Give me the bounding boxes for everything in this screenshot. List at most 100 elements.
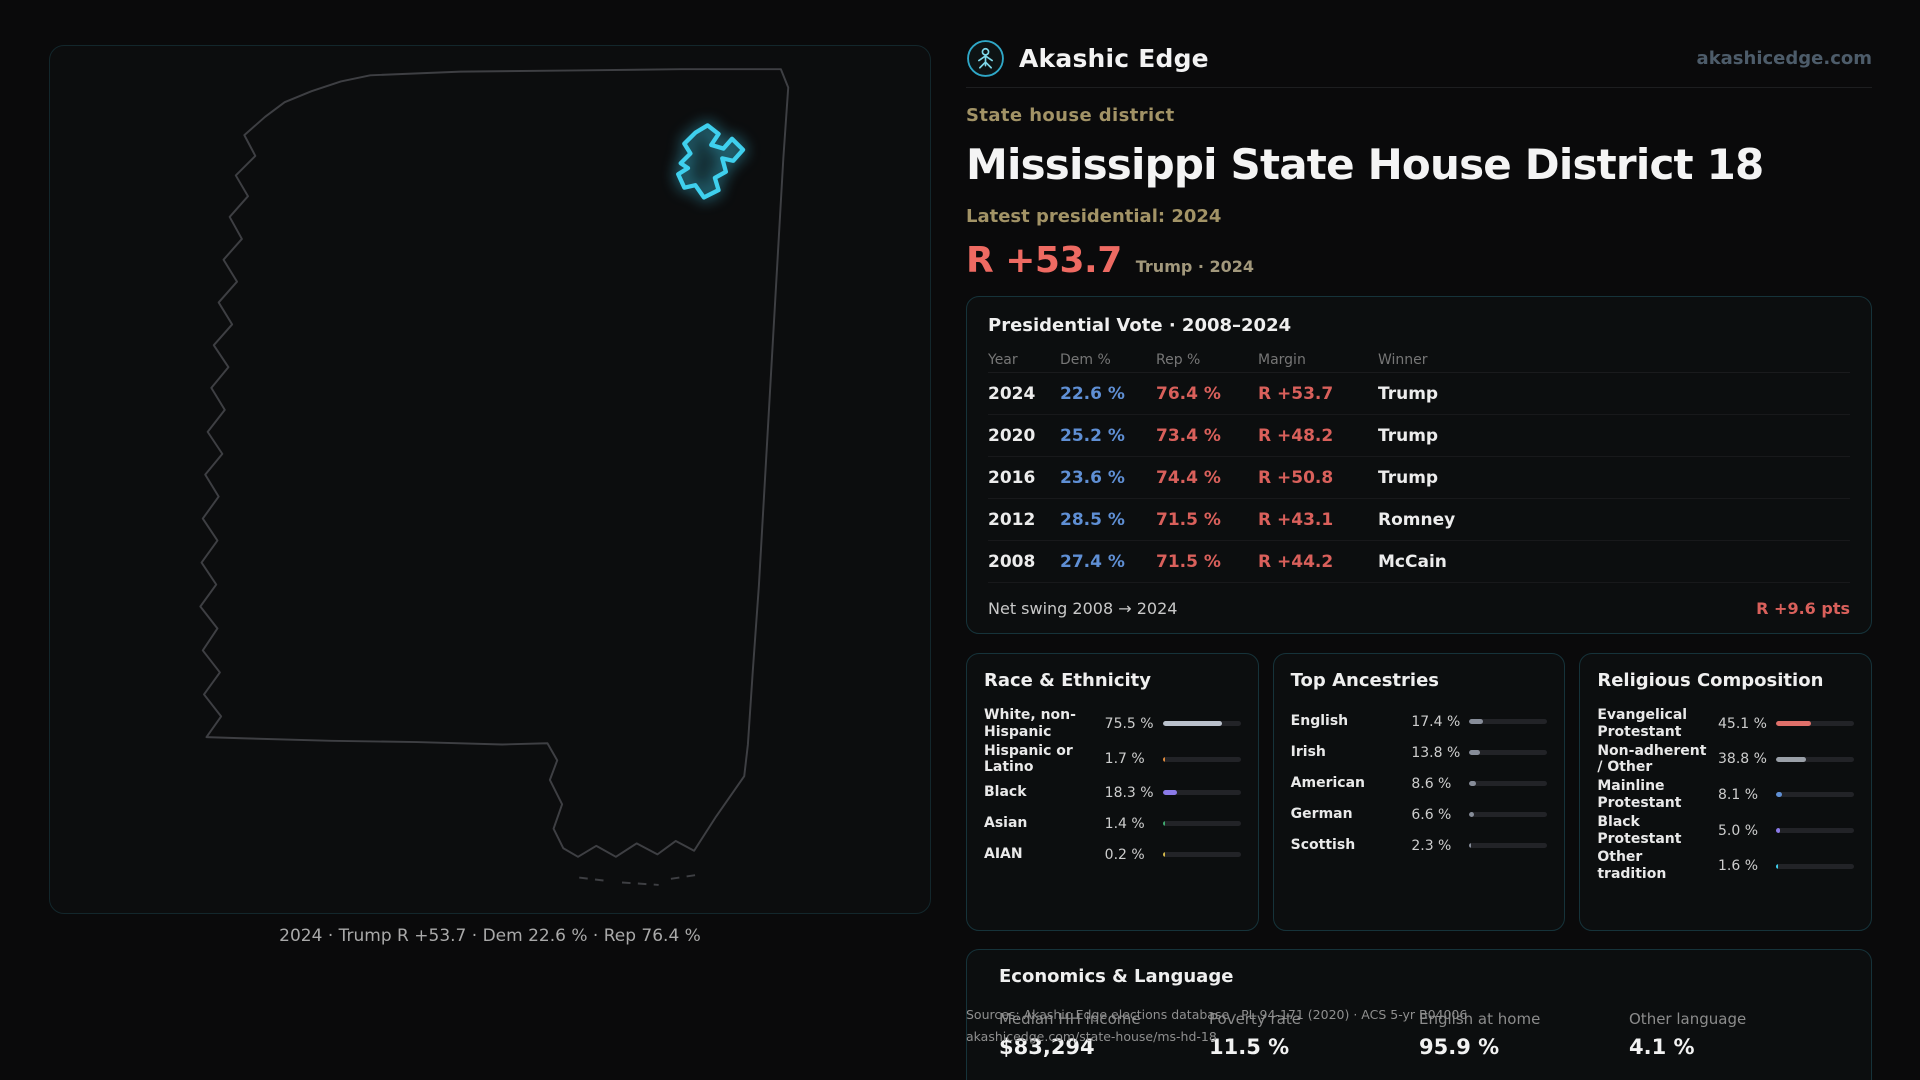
col-header-year: Year [988,351,1018,368]
econ-item: Median HH income $83,294 [999,1010,1209,1060]
rep-cell: 73.4 % [1156,425,1221,446]
stat-label: American [1290,775,1366,792]
econ-item: Poverty rate 11.5 % [1209,1010,1419,1060]
map-caption: 2024 · Trump R +53.7 · Dem 22.6 % · Rep … [279,926,701,946]
stat-value: 0.2 % [1104,846,1145,863]
stat-value: 5.0 % [1718,822,1759,839]
stat-bar-fill [1776,828,1780,834]
stat-row: Hispanic or Latino 1.7 % [984,742,1241,778]
presidential-row: 2024 22.6 % 76.4 % R +53.7 Trump [988,373,1850,415]
presidential-row: 2016 23.6 % 74.4 % R +50.8 Trump [988,457,1850,499]
presidential-row: 2020 25.2 % 73.4 % R +48.2 Trump [988,415,1850,457]
econ-value: $83,294 [999,1035,1095,1059]
stat-bar [1469,812,1548,817]
econ-label: English at home [1419,1010,1541,1028]
winner-cell: McCain [1378,551,1447,572]
net-swing-label: Net swing 2008 → 2024 [988,599,1178,618]
stat-label: Scottish [1290,837,1356,854]
headline-margin: R +53.7 Trump · 2024 [966,239,1254,283]
race-card-title: Race & Ethnicity [984,670,1151,691]
presidential-row: 2008 27.4 % 71.5 % R +44.2 McCain [988,541,1850,583]
econ-item: Other language 4.1 % [1629,1010,1839,1060]
header: Akashic Edge akashicedge.com [966,36,1872,80]
stat-label: Mainline Protestant [1597,778,1682,811]
stat-bar-fill [1776,792,1783,798]
stat-label: Hispanic or Latino [984,742,1073,776]
col-header-rep: Rep % [1156,351,1201,368]
stat-row: Mainline Protestant 8.1 % [1597,777,1855,813]
margin-cell: R +43.1 [1258,509,1334,530]
econ-label: Median HH income [999,1010,1141,1028]
ancestries-card-title: Top Ancestries [1290,670,1439,691]
econ-item: English at home 95.9 % [1419,1010,1629,1060]
stat-label: German [1290,806,1353,823]
stat-bar [1469,781,1548,786]
stat-bar [1776,792,1855,798]
margin-cell: R +48.2 [1258,425,1334,446]
district-18-shape [676,123,746,200]
stat-value: 45.1 % [1718,715,1767,732]
stat-bar-fill [1162,821,1165,827]
district-map-panel [49,45,931,914]
stat-bar-fill [1162,790,1177,796]
stat-bar-fill [1469,781,1477,786]
stat-value: 13.8 % [1411,744,1461,761]
stat-value: 18.3 % [1104,784,1154,801]
stat-bar-fill [1469,719,1483,724]
stat-bar [1776,828,1855,834]
net-swing-value: R +9.6 pts [1756,599,1850,618]
presidential-card-title: Presidential Vote · 2008–2024 [988,315,1292,336]
econ-value: 11.5 % [1209,1035,1290,1059]
stat-row: English 17.4 % [1291,706,1548,737]
stat-bar [1162,790,1241,796]
demographics-row: Race & Ethnicity White, non-Hispanic 75.5… [966,653,1873,931]
col-header-winner: Winner [1378,351,1428,368]
economics-card-title: Economics & Language [999,966,1234,987]
winner-cell: Romney [1378,509,1456,530]
stat-bar [1162,756,1241,762]
stat-value: 75.5 % [1104,715,1154,732]
site-domain-link[interactable]: akashicedge.com [1696,47,1872,69]
stat-bar-fill [1776,721,1812,727]
stat-value: 2.3 % [1411,837,1452,854]
economics-card: Economics & Language Median HH income $83… [966,949,1872,1080]
stat-label: Black [984,784,1027,801]
stat-bar [1469,750,1548,755]
stat-row: Asian 1.4 % [984,808,1241,839]
mississippi-outline [199,68,790,858]
col-header-margin: Margin [1258,351,1306,368]
brand-name: Akashic Edge [1019,43,1209,73]
stat-label: Black Protestant [1597,813,1682,847]
winner-cell: Trump [1378,467,1439,488]
econ-label: Poverty rate [1209,1010,1301,1028]
stat-label: Evangelical Protestant [1597,707,1688,740]
stat-bar [1469,843,1548,848]
econ-value: 95.9 % [1419,1035,1500,1059]
stat-value: 8.6 % [1411,775,1452,792]
header-divider [966,87,1872,88]
stat-bar-fill [1776,863,1779,869]
stat-bar [1776,863,1855,869]
stat-label: White, non-Hispanic [984,707,1076,740]
stat-bar [1162,821,1241,827]
stat-row: Irish 13.8 % [1291,737,1548,768]
dem-cell: 27.4 % [1060,551,1125,572]
year-cell: 2024 [988,383,1036,404]
religion-list: Evangelical Protestant 45.1 % Non-adherent… [1597,706,1855,884]
net-swing-row: Net swing 2008 → 2024 R +9.6 pts [988,583,1850,618]
stat-bar-fill [1469,812,1475,817]
page-title: Mississippi State House District 18 [966,140,1764,189]
rep-cell: 71.5 % [1156,509,1221,530]
dem-cell: 22.6 % [1060,383,1125,404]
stat-bar-fill [1162,721,1222,727]
year-cell: 2012 [988,509,1036,530]
stat-bar [1162,852,1241,858]
col-header-dem: Dem % [1060,351,1111,368]
race-ethnicity-card: Race & Ethnicity White, non-Hispanic 75.5… [966,653,1259,931]
race-list: White, non-Hispanic 75.5 % Hispanic or Lat… [984,706,1241,870]
winner-cell: Trump [1378,383,1439,404]
religion-card-title: Religious Composition [1597,670,1824,691]
stat-value: 17.4 % [1411,713,1461,730]
rep-cell: 74.4 % [1156,467,1221,488]
